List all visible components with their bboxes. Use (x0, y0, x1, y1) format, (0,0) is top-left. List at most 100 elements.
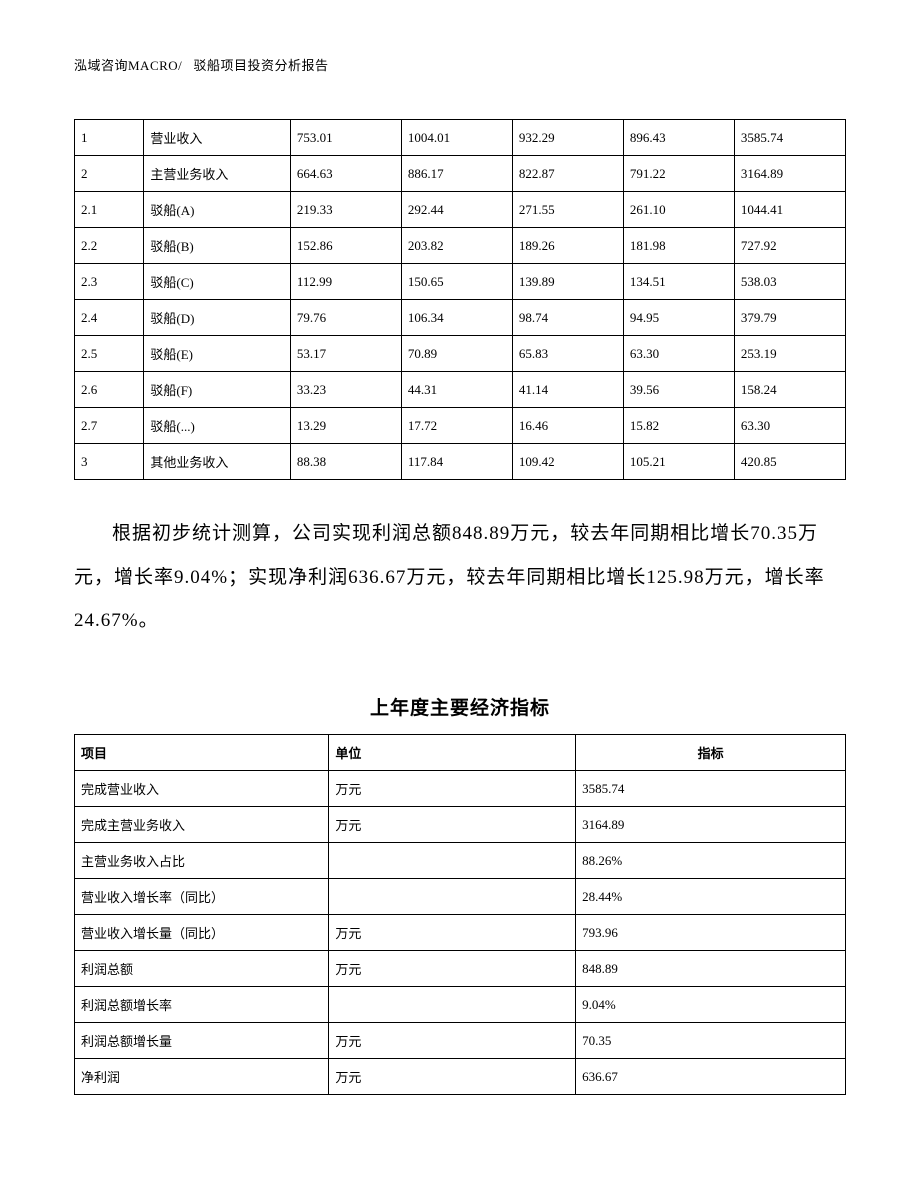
table-cell: 664.63 (290, 156, 401, 192)
table-cell: 2.5 (75, 336, 144, 372)
table-row: 2.6驳船(F)33.2344.3141.1439.56158.24 (75, 372, 846, 408)
table-cell: 65.83 (512, 336, 623, 372)
table-row: 营业收入增长率（同比） 28.44% (75, 879, 846, 915)
table-cell: 其他业务收入 (144, 444, 290, 480)
table-cell: 886.17 (401, 156, 512, 192)
table-cell: 2.2 (75, 228, 144, 264)
table-cell: 驳船(D) (144, 300, 290, 336)
table-cell: 2.1 (75, 192, 144, 228)
table-row: 完成营业收入万元3585.74 (75, 771, 846, 807)
table-cell: 万元 (329, 951, 576, 987)
table-row: 利润总额增长率 9.04% (75, 987, 846, 1023)
table-row: 营业收入增长量（同比）万元793.96 (75, 915, 846, 951)
table-cell: 完成主营业务收入 (75, 807, 329, 843)
revenue-table: 1营业收入753.011004.01932.29896.433585.742主营… (74, 119, 846, 480)
table-cell: 利润总额增长率 (75, 987, 329, 1023)
table-cell: 203.82 (401, 228, 512, 264)
table-cell: 793.96 (576, 915, 846, 951)
table2-header-row: 项目 单位 指标 (75, 735, 846, 771)
table-row: 2.7驳船(...)13.2917.7216.4615.8263.30 (75, 408, 846, 444)
table-cell: 727.92 (734, 228, 845, 264)
table-cell: 2 (75, 156, 144, 192)
table-cell: 63.30 (734, 408, 845, 444)
table-cell: 3585.74 (576, 771, 846, 807)
table-cell: 158.24 (734, 372, 845, 408)
table-row: 利润总额万元848.89 (75, 951, 846, 987)
table-row: 2.5驳船(E)53.1770.8965.8363.30253.19 (75, 336, 846, 372)
table-cell: 98.74 (512, 300, 623, 336)
table-cell: 17.72 (401, 408, 512, 444)
table-cell: 44.31 (401, 372, 512, 408)
table-cell: 139.89 (512, 264, 623, 300)
table-cell: 292.44 (401, 192, 512, 228)
table-row: 3其他业务收入88.38117.84109.42105.21420.85 (75, 444, 846, 480)
table-cell: 219.33 (290, 192, 401, 228)
table-row: 2.2驳船(B)152.86203.82189.26181.98727.92 (75, 228, 846, 264)
table-cell: 驳船(...) (144, 408, 290, 444)
table-cell: 13.29 (290, 408, 401, 444)
table-cell: 利润总额 (75, 951, 329, 987)
table-cell: 53.17 (290, 336, 401, 372)
table-cell: 驳船(F) (144, 372, 290, 408)
table-cell: 15.82 (623, 408, 734, 444)
table-row: 主营业务收入占比88.26% (75, 843, 846, 879)
table-cell: 848.89 (576, 951, 846, 987)
table-cell (329, 987, 576, 1023)
table-cell: 2.3 (75, 264, 144, 300)
paragraph-text: 根据初步统计测算，公司实现利润总额848.89万元，较去年同期相比增长70.35… (74, 523, 825, 631)
table-cell: 105.21 (623, 444, 734, 480)
table-cell: 3164.89 (734, 156, 845, 192)
table-cell: 净利润 (75, 1059, 329, 1095)
table-row: 利润总额增长量万元70.35 (75, 1023, 846, 1059)
table-cell: 万元 (329, 915, 576, 951)
table-cell: 营业收入增长率（同比） (75, 879, 329, 915)
table-cell: 88.26% (576, 843, 846, 879)
table-cell: 152.86 (290, 228, 401, 264)
table-row: 净利润万元636.67 (75, 1059, 846, 1095)
table-cell: 16.46 (512, 408, 623, 444)
table-cell: 完成营业收入 (75, 771, 329, 807)
table-cell: 3 (75, 444, 144, 480)
table-cell: 2.6 (75, 372, 144, 408)
table2-header-value: 指标 (576, 735, 846, 771)
table-cell: 753.01 (290, 120, 401, 156)
table-cell (329, 843, 576, 879)
page-header: 泓域咨询MACRO/ 驳船项目投资分析报告 (74, 55, 846, 74)
table-row: 2.3驳船(C)112.99150.65139.89134.51538.03 (75, 264, 846, 300)
table-cell: 驳船(E) (144, 336, 290, 372)
table-cell: 112.99 (290, 264, 401, 300)
table-cell: 896.43 (623, 120, 734, 156)
table-cell: 万元 (329, 1059, 576, 1095)
table-cell: 28.44% (576, 879, 846, 915)
table-cell: 万元 (329, 1023, 576, 1059)
table-cell: 117.84 (401, 444, 512, 480)
table-cell: 94.95 (623, 300, 734, 336)
table-row: 2主营业务收入664.63886.17822.87791.223164.89 (75, 156, 846, 192)
table-cell: 驳船(B) (144, 228, 290, 264)
table-cell: 134.51 (623, 264, 734, 300)
table-cell: 41.14 (512, 372, 623, 408)
table-cell: 1 (75, 120, 144, 156)
table-cell: 150.65 (401, 264, 512, 300)
indicator-table: 项目 单位 指标 完成营业收入万元3585.74完成主营业务收入万元3164.8… (74, 734, 846, 1095)
table-cell: 261.10 (623, 192, 734, 228)
header-company: 泓域咨询MACRO/ (74, 58, 182, 73)
table-cell: 1004.01 (401, 120, 512, 156)
table-cell: 主营业务收入 (144, 156, 290, 192)
table-cell: 利润总额增长量 (75, 1023, 329, 1059)
table-cell: 379.79 (734, 300, 845, 336)
table2-title: 上年度主要经济指标 (74, 693, 846, 720)
table-row: 2.1驳船(A)219.33292.44271.55261.101044.41 (75, 192, 846, 228)
table-cell: 39.56 (623, 372, 734, 408)
table-cell: 791.22 (623, 156, 734, 192)
table2-header-unit: 单位 (329, 735, 576, 771)
table-cell: 3164.89 (576, 807, 846, 843)
table-cell: 2.7 (75, 408, 144, 444)
table-cell: 189.26 (512, 228, 623, 264)
table-cell: 63.30 (623, 336, 734, 372)
table-cell: 营业收入 (144, 120, 290, 156)
table-cell: 70.89 (401, 336, 512, 372)
table-cell: 253.19 (734, 336, 845, 372)
table-cell: 822.87 (512, 156, 623, 192)
table-cell: 9.04% (576, 987, 846, 1023)
